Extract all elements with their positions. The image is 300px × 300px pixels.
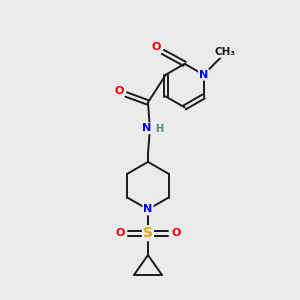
Text: N: N — [199, 70, 208, 80]
Text: O: O — [116, 228, 125, 238]
Text: O: O — [151, 42, 160, 52]
Text: N: N — [143, 204, 153, 214]
Text: O: O — [171, 228, 180, 238]
Text: CH₃: CH₃ — [215, 47, 236, 57]
Text: N: N — [142, 123, 152, 133]
Text: S: S — [143, 226, 153, 240]
Text: O: O — [115, 85, 124, 96]
Text: H: H — [155, 124, 163, 134]
